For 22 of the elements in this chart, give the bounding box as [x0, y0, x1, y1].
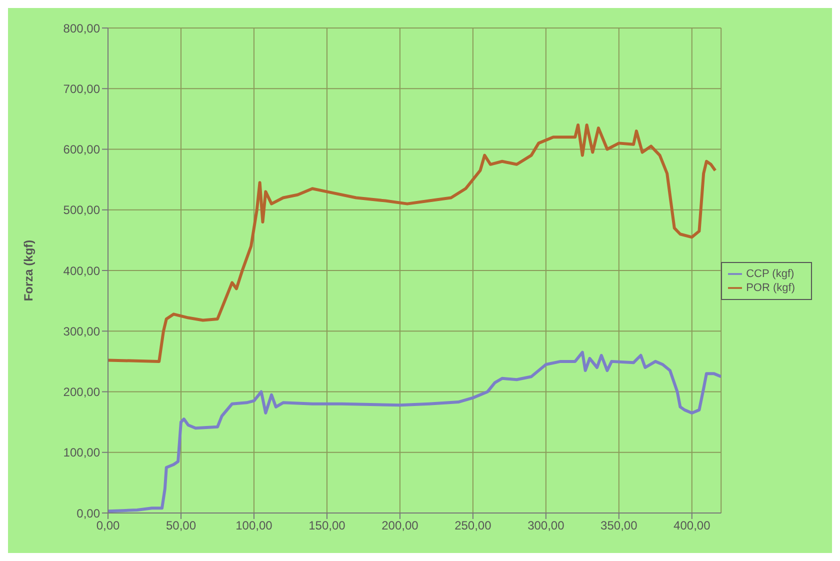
y-tick-label: 500,00 [63, 203, 100, 218]
legend-label: CCP (kgf) [746, 267, 794, 280]
legend-label: POR (kgf) [746, 281, 795, 294]
y-tick-label: 800,00 [63, 21, 100, 36]
x-tick-label: 150,00 [308, 518, 346, 533]
x-tick-label: 400,00 [674, 518, 711, 533]
y-tick-label: 100,00 [63, 446, 100, 460]
x-tick-label: 50,00 [166, 518, 196, 533]
y-tick-label: 600,00 [63, 142, 100, 157]
y-tick-label: 400,00 [63, 264, 100, 278]
y-tick-label: 200,00 [63, 385, 100, 400]
x-tick-label: 100,00 [236, 518, 273, 533]
y-tick-label: 300,00 [63, 324, 100, 338]
y-axis-title: Forza (kgf) [21, 240, 36, 302]
y-tick-label: 700,00 [63, 82, 100, 96]
y-tick-label: 0,00 [76, 506, 100, 520]
x-tick-label: 250,00 [454, 518, 492, 533]
x-tick-label: 200,00 [382, 518, 419, 533]
x-tick-label: 0,00 [96, 518, 120, 533]
x-tick-label: 300,00 [528, 518, 565, 533]
line-series [108, 124, 717, 363]
x-tick-label: 350,00 [600, 518, 638, 533]
